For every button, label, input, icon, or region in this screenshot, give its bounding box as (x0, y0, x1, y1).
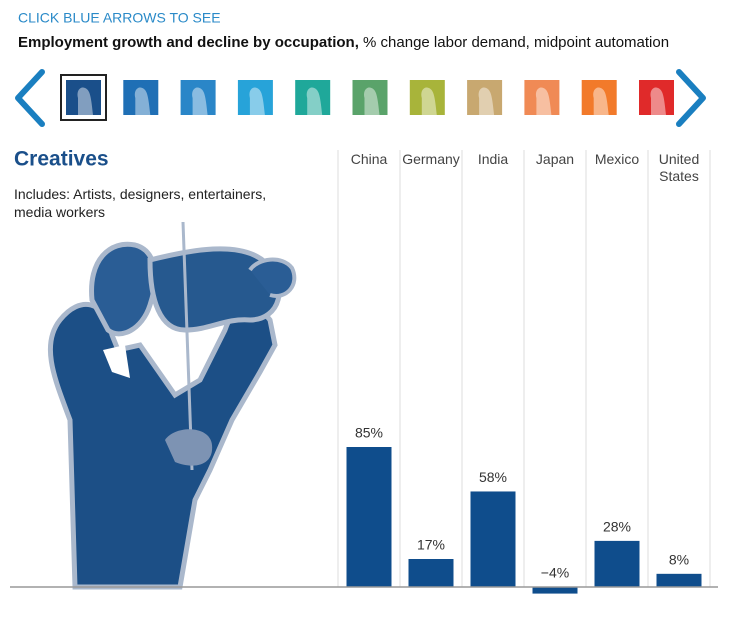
section-title: Creatives (14, 148, 109, 171)
x-tick-label: China (350, 151, 388, 167)
x-label-box: Germany (402, 151, 460, 167)
next-arrow[interactable] (676, 69, 706, 127)
icon-figure (306, 87, 323, 115)
value-label: 28% (603, 519, 631, 535)
bar (532, 587, 578, 594)
x-label-box: India (477, 151, 509, 167)
x-label-box: Mexico (594, 151, 640, 167)
value-label: 58% (479, 469, 507, 485)
icon-strip (66, 80, 674, 115)
x-tick-label: United States (658, 151, 700, 184)
occupation-icon[interactable] (524, 80, 560, 115)
occupation-icon[interactable] (180, 80, 216, 115)
bar (346, 447, 392, 587)
bar (594, 540, 640, 587)
bar (408, 559, 454, 587)
subtitle: % change labor demand, midpoint automati… (363, 34, 669, 51)
icon-figure (77, 87, 93, 115)
value-label: 17% (417, 537, 445, 553)
x-tick-label: India (477, 151, 509, 167)
prev-arrow[interactable] (15, 69, 45, 127)
icon-figure (535, 87, 552, 115)
description: Includes: Artists, designers, entertaine… (14, 186, 267, 220)
occupation-icon[interactable] (409, 80, 445, 115)
icon-figure (650, 87, 666, 115)
description-box: Includes: Artists, designers, entertaine… (14, 186, 267, 220)
x-tick-label: Japan (535, 151, 575, 167)
icon-figure (421, 87, 437, 115)
occupation-icon[interactable] (123, 80, 159, 115)
icon-figure (364, 87, 380, 115)
occupation-icon[interactable] (295, 80, 331, 115)
illustration (47, 221, 297, 590)
x-label-box: China (350, 151, 388, 167)
icon-figure (478, 87, 495, 115)
occupation-icon[interactable] (639, 80, 674, 115)
value-label: −4% (541, 565, 569, 581)
value-label: 85% (355, 425, 383, 441)
icon-figure (192, 87, 208, 115)
title: Employment growth and decline by occupat… (18, 34, 359, 51)
value-label: 8% (669, 552, 689, 568)
icon-figure (134, 87, 151, 115)
x-label-box: Japan (535, 151, 575, 167)
selected-frame (60, 74, 107, 121)
occupation-icon[interactable] (467, 80, 503, 115)
x-tick-label: Mexico (594, 151, 640, 167)
bar (470, 491, 516, 587)
chart: China 85% Germany 17% India 58% Japan −4% Mexico… (10, 150, 718, 594)
icon-figure (593, 87, 609, 115)
occupation-icon[interactable] (66, 80, 101, 115)
occupation-icon[interactable] (237, 80, 273, 115)
instruction: CLICK BLUE ARROWS TO SEE (18, 10, 221, 26)
occupation-icon[interactable] (581, 80, 617, 115)
occupation-icon[interactable] (352, 80, 388, 115)
icon-figure (249, 87, 265, 115)
bar (656, 573, 702, 587)
x-label-box: United States (658, 151, 700, 184)
x-tick-label: Germany (402, 151, 460, 167)
heading: Employment growth and decline by occupat… (18, 34, 669, 51)
